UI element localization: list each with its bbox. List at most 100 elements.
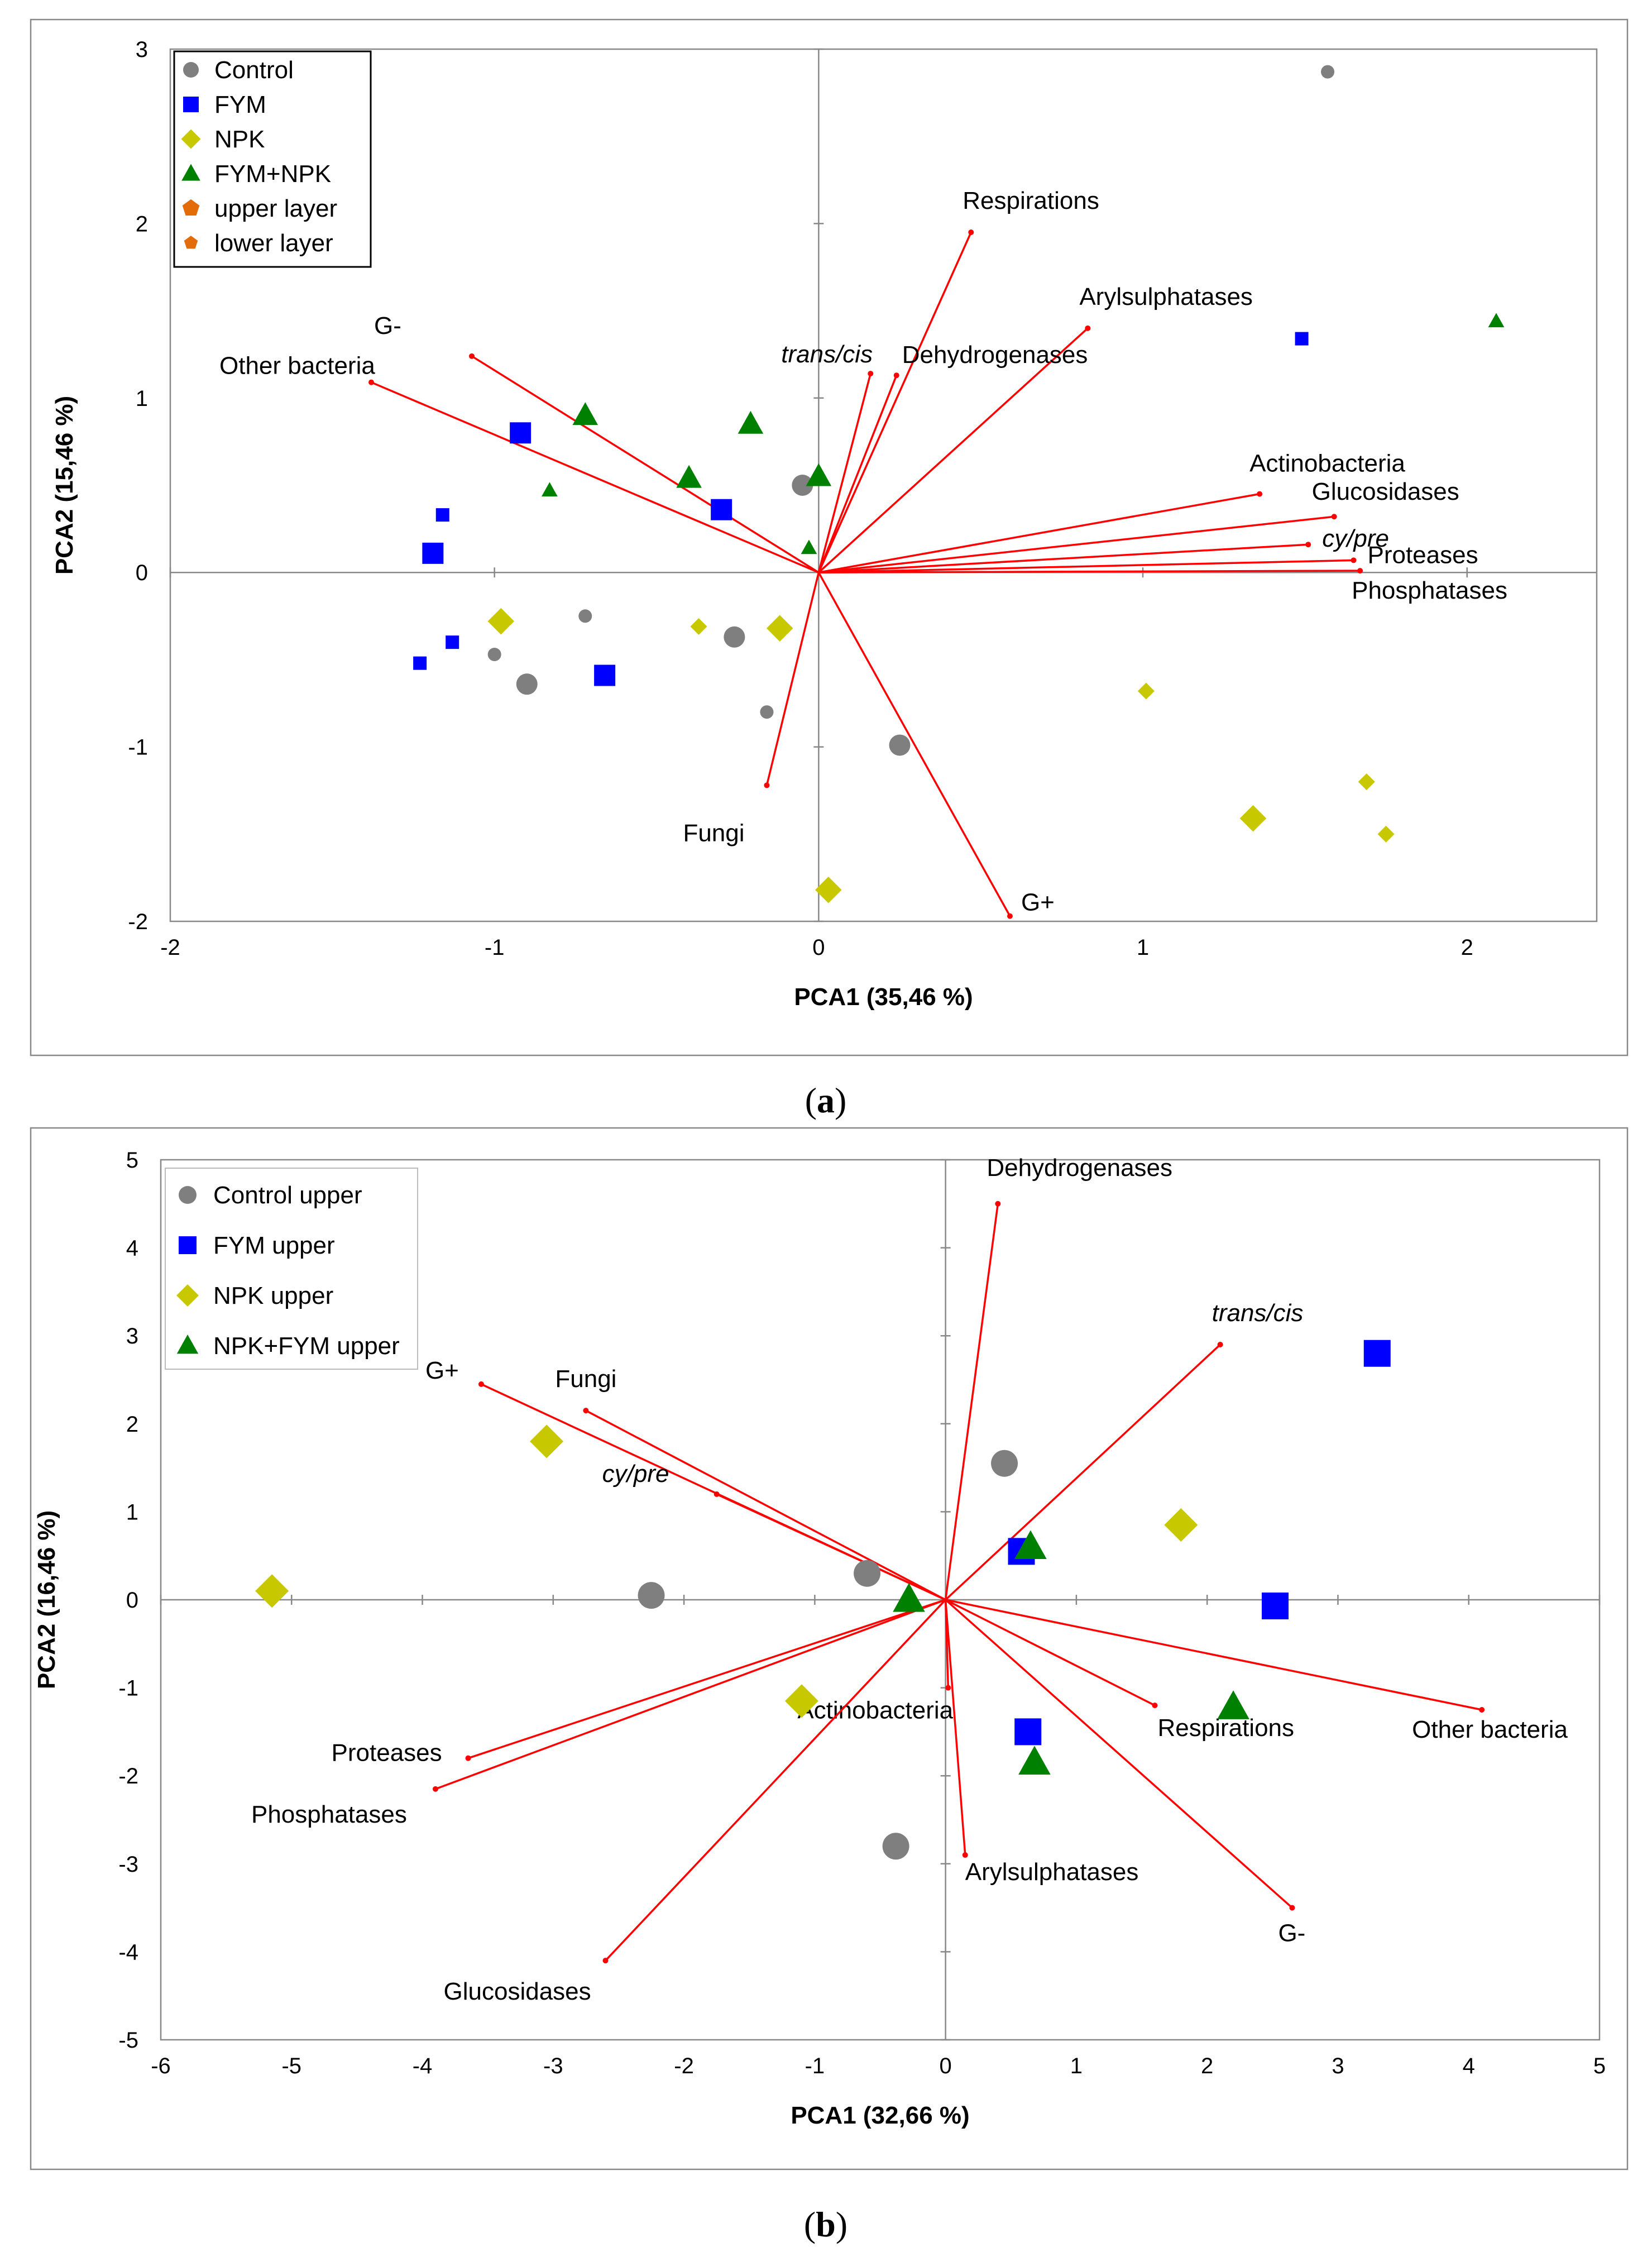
vector-tip xyxy=(764,782,770,788)
vector-line xyxy=(817,572,1011,917)
vector-tip xyxy=(1007,913,1013,919)
vector-label: G+ xyxy=(425,1357,459,1384)
panel-frame xyxy=(30,18,1629,1056)
legend-box xyxy=(165,1168,418,1370)
vector-tip xyxy=(1217,1341,1223,1347)
vector-line xyxy=(817,375,898,573)
x-tick-label: 0 xyxy=(812,935,825,960)
data-point xyxy=(510,422,531,444)
vector-label: trans/cis xyxy=(1212,1299,1304,1327)
vector-phosphatases: Phosphatases xyxy=(818,568,1507,604)
data-point xyxy=(801,539,817,554)
x-tick-label: 5 xyxy=(1593,2054,1606,2078)
data-point xyxy=(738,410,764,434)
vector-tip xyxy=(1351,557,1357,563)
x-tick-label: -2 xyxy=(674,2054,694,2078)
legend-marker-pentagon xyxy=(182,199,200,216)
data-point xyxy=(1377,825,1395,843)
plot-area xyxy=(169,48,1598,922)
vector-tip xyxy=(1331,514,1337,520)
vector-label: Fungi xyxy=(683,819,744,847)
vector-cy-pre: cy/pre xyxy=(602,1460,946,1601)
x-tick-label: 4 xyxy=(1463,2054,1475,2078)
data-point xyxy=(1018,1746,1051,1775)
data-point xyxy=(516,673,538,695)
vector-label: Phosphatases xyxy=(1352,577,1507,604)
series-control xyxy=(487,65,1335,756)
y-tick-label: 1 xyxy=(136,386,148,411)
data-point xyxy=(1014,1718,1042,1746)
vector-dehydrogenases: Dehydrogenases xyxy=(944,1154,1172,1600)
legend-marker-circle xyxy=(179,1186,197,1204)
vector-proteases: Proteases xyxy=(332,1599,946,1767)
series-npk xyxy=(487,608,1395,903)
x-tick-label: 1 xyxy=(1070,2054,1083,2078)
legend-label: FYM xyxy=(214,91,266,118)
data-point xyxy=(638,1582,665,1609)
legend-label: lower layer xyxy=(214,229,333,257)
data-point xyxy=(806,463,832,486)
vector-fungi: Fungi xyxy=(555,1365,946,1601)
vector-line xyxy=(818,543,1309,573)
vector-tip xyxy=(868,371,874,377)
vector-tip xyxy=(1257,491,1263,497)
vector-tip xyxy=(968,229,974,236)
y-tick-label: -3 xyxy=(118,1852,138,1877)
x-tick-label: -4 xyxy=(413,2054,433,2078)
vector-g: G- xyxy=(945,1599,1305,1947)
y-tick-label: -2 xyxy=(128,910,148,934)
data-point xyxy=(572,402,598,425)
legend-item-npk: NPK xyxy=(181,126,265,153)
x-tick-label: 2 xyxy=(1461,935,1473,960)
data-point xyxy=(1295,332,1309,346)
x-axis-label: PCA1 (32,66 %) xyxy=(791,2102,969,2129)
vector-respirations: Respirations xyxy=(817,187,1099,573)
vector-glucosidases: Glucosidases xyxy=(444,1599,946,2005)
vector-line xyxy=(435,1599,946,1790)
x-tick-label: -3 xyxy=(543,2054,563,2078)
vector-label: Dehydrogenases xyxy=(902,341,1088,369)
vector-dehydrogenases: Dehydrogenases xyxy=(817,341,1088,573)
vector-g: G- xyxy=(374,312,820,573)
vector-label: Glucosidases xyxy=(1312,478,1459,505)
vector-label: Respirations xyxy=(963,187,1099,214)
vector-line xyxy=(585,1409,946,1601)
vector-line xyxy=(371,381,820,573)
data-point xyxy=(760,705,774,719)
vector-label: Arylsulphatases xyxy=(965,1858,1139,1886)
data-point xyxy=(889,734,911,756)
data-point xyxy=(255,1574,289,1608)
vector-fungi: Fungi xyxy=(683,572,820,847)
data-point xyxy=(487,648,501,662)
x-tick-label: 0 xyxy=(940,2054,952,2078)
vector-actinobacteria: Actinobacteria xyxy=(797,1599,954,1724)
vector-cy-pre: cy/pre xyxy=(818,525,1389,573)
data-point xyxy=(1321,65,1335,79)
vector-label: Arylsulphatases xyxy=(1079,283,1253,310)
legend-item-fym-npk: FYM+NPK xyxy=(181,160,331,188)
data-point xyxy=(893,1583,925,1612)
legend-label: Control upper xyxy=(213,1182,362,1209)
legend-label: NPK upper xyxy=(213,1282,333,1309)
vector-line xyxy=(817,232,972,573)
x-tick-label: -5 xyxy=(281,2054,301,2078)
vector-tip xyxy=(945,1685,951,1691)
y-tick-label: 3 xyxy=(136,37,148,62)
vector-tip xyxy=(1289,1905,1295,1911)
y-tick-label: -1 xyxy=(128,735,148,760)
legend-marker-square xyxy=(183,97,199,112)
vector-label: Phosphatases xyxy=(251,1801,407,1828)
vector-tip xyxy=(995,1201,1001,1207)
vector-arylsulphatases: Arylsulphatases xyxy=(944,1599,1139,1886)
vector-trans-cis: trans/cis xyxy=(781,341,874,573)
data-point xyxy=(1014,1530,1047,1560)
legend-item-npk-fym-upper: NPK+FYM upper xyxy=(176,1332,400,1360)
vector-line xyxy=(945,1599,1156,1706)
legend-item-fym-upper: FYM upper xyxy=(179,1232,335,1259)
vector-label: Dehydrogenases xyxy=(987,1154,1172,1182)
vector-label: Other bacteria xyxy=(219,352,375,380)
series-fym-upper xyxy=(1008,1340,1391,1746)
data-point xyxy=(530,1424,564,1459)
y-tick-label: 0 xyxy=(126,1588,138,1613)
data-point xyxy=(1217,1690,1249,1719)
